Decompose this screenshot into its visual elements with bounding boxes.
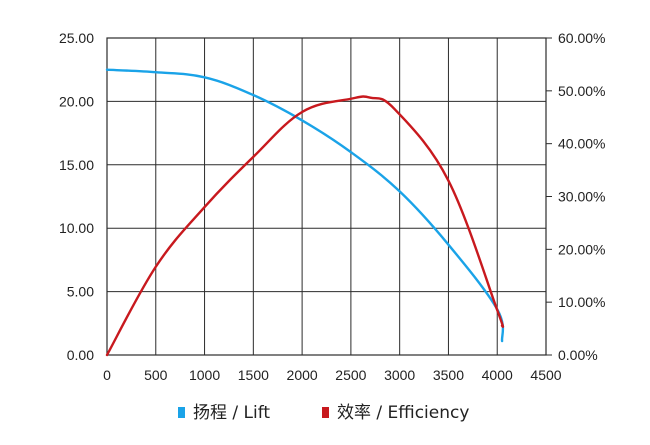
x-tick-label: 4500 [530, 367, 561, 383]
legend-item-lift: 扬程 / Lift [193, 403, 270, 423]
y2-tick-label: 10.00% [558, 294, 605, 310]
y2-tick-label: 0.00% [558, 347, 598, 363]
series-line-efficiency [105, 95, 505, 357]
y-tick-label: 10.00 [59, 220, 94, 236]
y-tick-label: 5.00 [67, 284, 94, 300]
legend: 扬程 / Lift 效率 / Efficiency [178, 403, 469, 423]
x-tick-label: 3500 [433, 367, 464, 383]
y2-tick-label: 50.00% [558, 83, 605, 99]
x-tick-label: 500 [144, 367, 168, 383]
legend-swatch [322, 407, 329, 418]
y2-tick-label: 30.00% [558, 189, 605, 205]
y-tick-label: 20.00 [59, 93, 94, 109]
legend-item-efficiency: 效率 / Efficiency [337, 403, 469, 423]
x-tick-label: 4000 [482, 367, 513, 383]
y-tick-label: 25.00 [59, 30, 94, 46]
y2-tick-label: 40.00% [558, 136, 605, 152]
x-tick-label: 2000 [287, 367, 318, 383]
x-tick-label: 3000 [384, 367, 415, 383]
y2-tick-label: 20.00% [558, 241, 605, 257]
y2-axis-ticks: 0.00% 10.00% 20.00% 30.00% 40.00% 50.00% 60.00… [558, 30, 605, 363]
x-axis-ticks: 0 500 1000 1500 2000 2500 3000 3500 4000 4500 [103, 367, 562, 383]
series-line-lift [105, 68, 505, 343]
legend-swatch [178, 407, 185, 418]
y2-tick-label: 60.00% [558, 30, 605, 46]
y-tick-label: 0.00 [67, 347, 94, 363]
grid [106, 37, 552, 356]
x-tick-label: 1500 [238, 367, 269, 383]
y-axis-ticks: 0.00 5.00 10.00 15.00 20.00 25.00 [59, 30, 94, 363]
x-tick-label: 0 [103, 367, 111, 383]
plot-border [106, 37, 547, 356]
x-tick-label: 1000 [189, 367, 220, 383]
x-tick-label: 2500 [335, 367, 366, 383]
y-tick-label: 15.00 [59, 157, 94, 173]
series-lines [105, 68, 505, 357]
